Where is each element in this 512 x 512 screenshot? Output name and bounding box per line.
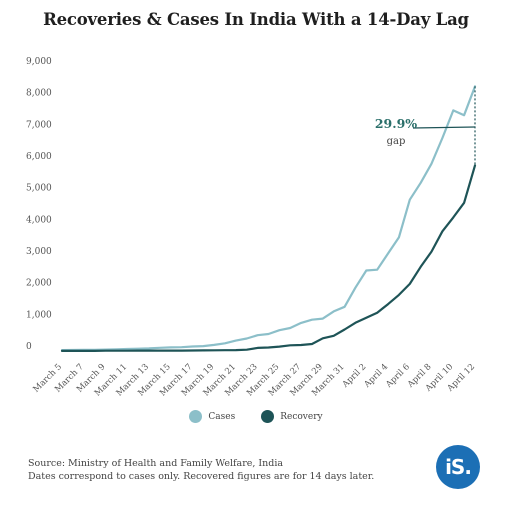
cases-line — [60, 85, 477, 352]
y-tick-label: 5,000 — [26, 184, 52, 194]
brand-logo[interactable]: iS. — [436, 445, 480, 489]
y-tick-label: 2,000 — [26, 279, 52, 289]
gap-annotation: 29.9% gap — [375, 86, 476, 166]
y-tick-label: 6,000 — [26, 152, 52, 162]
x-tick-label: April 4 — [362, 362, 390, 390]
gap-value: 29.9% — [375, 116, 417, 131]
y-tick-label: 1,000 — [26, 310, 52, 320]
recovery-line — [60, 164, 477, 352]
source-line: Source: Ministry of Health and Family We… — [28, 458, 284, 469]
x-tick-label: April 6 — [383, 362, 411, 390]
legend: Cases Recovery — [0, 410, 512, 423]
recovery-legend-dot — [261, 410, 275, 423]
cases-legend-dot — [189, 410, 203, 423]
y-tick-label: 8,000 — [26, 89, 52, 99]
chart-title: Recoveries & Cases In India With a 14-Da… — [43, 10, 469, 29]
gap-label: gap — [387, 136, 406, 147]
y-tick-label: 7,000 — [26, 120, 52, 130]
y-tick-label: 3,000 — [26, 247, 52, 257]
source-note: Source: Ministry of Health and Family We… — [28, 457, 374, 483]
x-tick-label: April 2 — [340, 362, 368, 390]
logo-text: iS. — [445, 455, 472, 479]
y-tick-label: 0 — [26, 342, 32, 352]
y-tick-label: 4,000 — [26, 215, 52, 225]
legend-item-cases[interactable]: Cases — [189, 410, 235, 423]
series-layer — [60, 85, 477, 352]
y-tick-label: 9,000 — [26, 57, 52, 67]
legend-label-cases: Cases — [208, 411, 236, 422]
legend-label-recovery: Recovery — [280, 411, 323, 422]
source-note-line: Dates correspond to cases only. Recovere… — [28, 471, 375, 482]
y-axis: 0 1,000 2,000 3,000 4,000 5,000 6,000 7,000 8,00… — [26, 57, 52, 352]
legend-item-recovery[interactable]: Recovery — [261, 410, 323, 423]
gap-pointer-line — [412, 126, 476, 129]
